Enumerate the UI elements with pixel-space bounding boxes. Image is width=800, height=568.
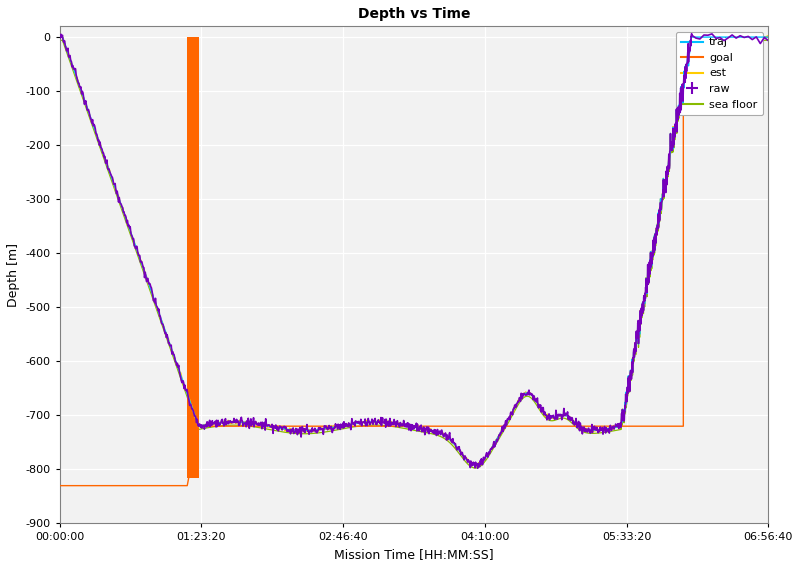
traj bbox=[289, 427, 298, 433]
sea floor bbox=[670, 127, 679, 134]
est bbox=[472, 463, 482, 470]
raw bbox=[473, 465, 482, 471]
sea floor bbox=[55, 37, 65, 44]
est bbox=[353, 419, 362, 426]
Line: sea floor: sea floor bbox=[60, 39, 768, 468]
goal bbox=[678, 423, 688, 429]
traj bbox=[582, 427, 592, 433]
goal bbox=[55, 482, 65, 489]
sea floor bbox=[763, 37, 773, 44]
est bbox=[289, 426, 298, 433]
Line: raw: raw bbox=[60, 34, 768, 468]
sea floor bbox=[470, 465, 480, 471]
sea floor bbox=[582, 429, 592, 436]
Legend: traj, goal, est, raw, sea floor: traj, goal, est, raw, sea floor bbox=[676, 32, 763, 115]
sea floor bbox=[686, 36, 696, 43]
goal bbox=[194, 423, 203, 429]
est bbox=[55, 34, 65, 41]
goal bbox=[182, 482, 192, 489]
est bbox=[366, 420, 375, 427]
goal bbox=[763, 34, 773, 40]
Line: goal: goal bbox=[60, 37, 768, 486]
traj bbox=[566, 415, 575, 422]
raw bbox=[763, 37, 773, 44]
traj bbox=[366, 419, 375, 425]
traj bbox=[670, 124, 679, 131]
goal bbox=[182, 482, 192, 489]
raw bbox=[582, 427, 592, 434]
sea floor bbox=[566, 419, 575, 425]
est bbox=[670, 124, 679, 131]
traj bbox=[763, 34, 773, 40]
Line: traj: traj bbox=[60, 36, 768, 465]
raw bbox=[55, 31, 65, 38]
sea floor bbox=[366, 422, 375, 429]
est bbox=[763, 32, 773, 39]
est bbox=[727, 31, 737, 38]
traj bbox=[470, 461, 480, 468]
raw bbox=[566, 416, 575, 423]
sea floor bbox=[289, 430, 298, 437]
est bbox=[582, 427, 592, 433]
raw bbox=[686, 30, 696, 37]
Title: Depth vs Time: Depth vs Time bbox=[358, 7, 470, 21]
raw bbox=[366, 420, 375, 427]
goal bbox=[678, 34, 688, 40]
Line: est: est bbox=[60, 35, 768, 466]
Y-axis label: Depth [m]: Depth [m] bbox=[7, 243, 20, 307]
traj bbox=[686, 33, 696, 40]
est bbox=[566, 414, 575, 421]
goal bbox=[194, 423, 203, 429]
traj bbox=[353, 420, 362, 427]
sea floor bbox=[353, 423, 362, 429]
raw bbox=[670, 125, 679, 132]
raw bbox=[353, 420, 362, 427]
raw bbox=[289, 430, 298, 437]
traj bbox=[55, 34, 65, 40]
X-axis label: Mission Time [HH:MM:SS]: Mission Time [HH:MM:SS] bbox=[334, 548, 494, 561]
